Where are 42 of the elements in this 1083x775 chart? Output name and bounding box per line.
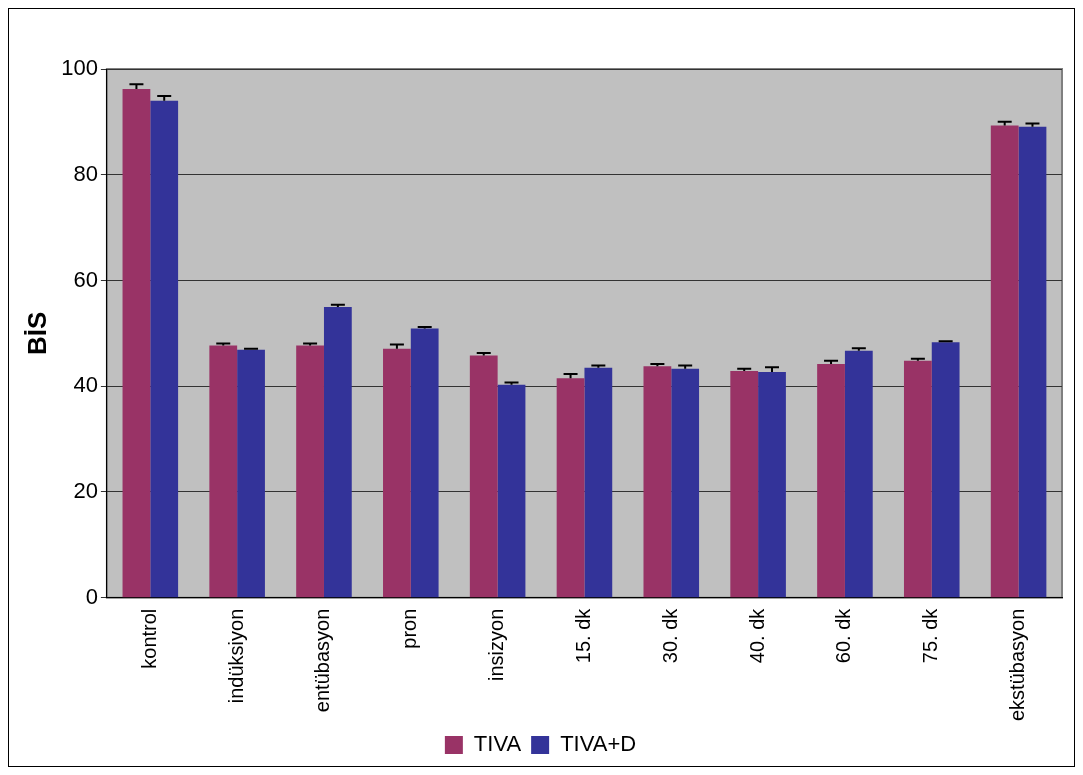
x-tick-label: kontrol	[137, 608, 160, 669]
y-tick-label: 20	[73, 478, 98, 504]
bar	[758, 371, 786, 598]
bar	[150, 100, 179, 598]
y-tick-label: 0	[85, 583, 98, 609]
legend-label: TIVA+D	[560, 731, 637, 757]
x-tick-label: 60. dk	[832, 607, 855, 664]
bar	[410, 328, 439, 598]
bar	[1018, 126, 1047, 598]
bar	[296, 345, 324, 598]
x-tick-label: insizyon	[485, 608, 508, 681]
x-tick-label: 40. dk	[745, 607, 768, 664]
x-tick-label: pron	[398, 608, 421, 649]
bar	[643, 366, 672, 598]
x-tick-label: indüksiyon	[224, 608, 247, 704]
bar	[931, 342, 960, 598]
bar	[730, 370, 759, 598]
x-tick-label: 30. dk	[658, 607, 681, 664]
bar	[817, 364, 845, 598]
bar	[323, 306, 352, 598]
y-tick-label: 40	[73, 372, 98, 398]
bar	[556, 378, 585, 598]
bar	[671, 368, 700, 598]
bar	[990, 125, 1019, 598]
bar	[497, 384, 526, 598]
x-tick-label: 15. dk	[571, 607, 594, 664]
x-tick-label: ekstübasyon	[1006, 608, 1029, 721]
y-axis-title: BİS	[21, 311, 52, 356]
x-tick-label: entübasyon	[311, 608, 334, 713]
bar	[209, 345, 238, 598]
bar	[237, 349, 265, 598]
legend-label: TIVA	[473, 731, 522, 757]
y-tick-label: 60	[73, 266, 98, 292]
bar	[383, 348, 411, 598]
bar	[584, 367, 613, 598]
bar	[903, 360, 932, 598]
y-tick-label: 100	[61, 55, 98, 81]
bar	[122, 89, 151, 598]
bar	[469, 355, 498, 598]
x-tick-label: 75. dk	[919, 607, 942, 664]
bar	[844, 350, 873, 598]
y-tick-label: 80	[73, 160, 98, 186]
